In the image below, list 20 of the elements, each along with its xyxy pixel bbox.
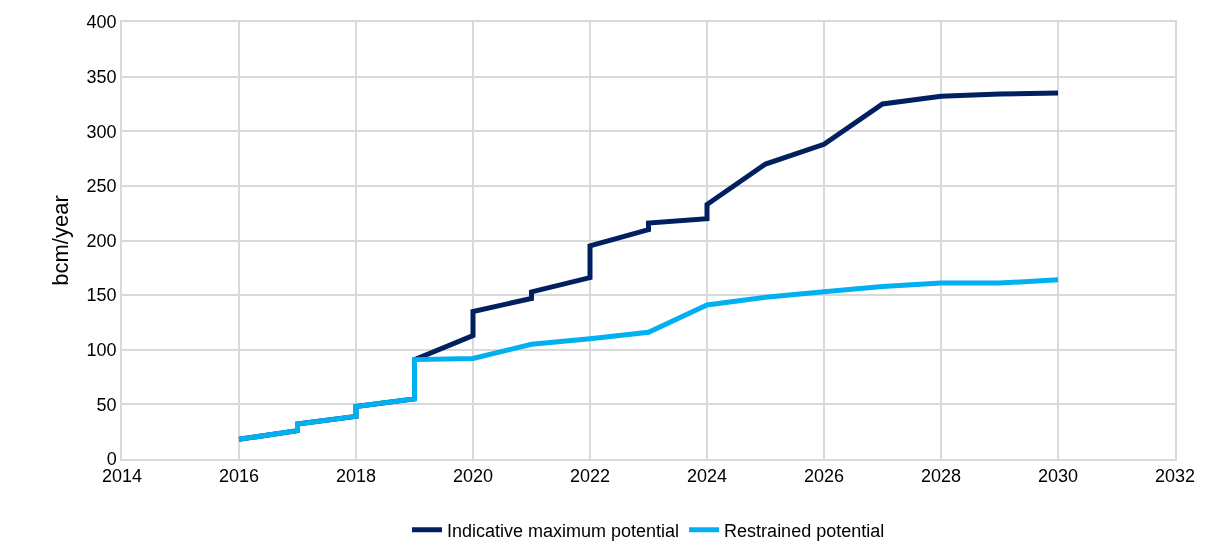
x-tick-label: 2032 — [1154, 466, 1196, 487]
x-tick-label: 2030 — [1037, 466, 1079, 487]
x-tick-label: 2028 — [920, 466, 962, 487]
x-tick-label: 2024 — [686, 466, 728, 487]
y-tick-label: 150 — [86, 285, 117, 306]
y-tick-label: 250 — [86, 176, 117, 197]
x-tick-label: 2018 — [335, 466, 377, 487]
legend-label: Restrained potential — [724, 520, 885, 541]
y-tick-label: 50 — [96, 394, 117, 415]
y-tick-label: 350 — [86, 66, 117, 87]
x-tick-label: 2026 — [803, 466, 845, 487]
y-axis-title: bcm/year — [47, 195, 73, 286]
y-tick-label: 200 — [86, 230, 117, 251]
x-tick-label: 2020 — [452, 466, 494, 487]
y-tick-label: 400 — [86, 12, 117, 33]
x-tick-label: 2016 — [218, 466, 260, 487]
y-tick-label: 300 — [86, 121, 117, 142]
y-tick-label: 100 — [86, 340, 117, 361]
x-tick-label: 2022 — [569, 466, 611, 487]
legend-label: Indicative maximum potential — [447, 520, 680, 541]
